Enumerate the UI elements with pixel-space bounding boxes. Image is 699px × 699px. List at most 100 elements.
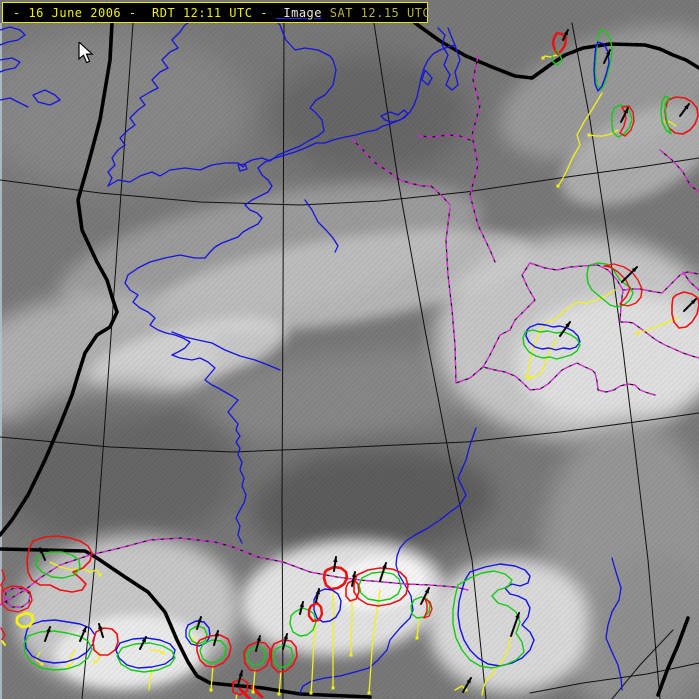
cell-s-trio-1-contour-green[interactable] [246, 645, 267, 667]
cell-north-a-contour-green[interactable] [551, 49, 563, 66]
image-left-edge-artifact [0, 23, 2, 699]
coast-brittany [124, 254, 206, 356]
cell-alps-east-contour-red[interactable] [671, 291, 699, 329]
cell-sw-round-motion-arrow-head [197, 617, 202, 623]
graticule-meridian-1 [81, 22, 134, 699]
red-hatch-1 [238, 687, 252, 699]
coast-wales-bit [32, 89, 61, 106]
cell-alps-blue-trail-dot [528, 376, 532, 380]
cell-bottom-right-small-trail-dot [415, 636, 419, 640]
cell-alps-east-trail-dot [635, 331, 639, 335]
cell-bottom-small-mid-trail-dot [349, 653, 353, 657]
header-sat-time: SAT 12.15 UTC [322, 5, 431, 20]
river-loire [171, 331, 281, 371]
cell-sw-red-trail-dot [93, 660, 97, 664]
cell-sw-chain-trail-dot [66, 664, 70, 668]
border-fr-be [351, 138, 451, 206]
cell-nw-spain-red-contour-green[interactable] [35, 551, 81, 579]
cell-s-trio-2-motion-arrow-head [283, 634, 288, 640]
cell-bottom-small-mid-trajectory [350, 599, 353, 656]
cell-bottom-big-contour-green[interactable] [358, 571, 402, 602]
cell-north-a-trail-dot [541, 56, 545, 60]
coast-england-south [107, 130, 325, 187]
coast-fr-north [204, 139, 334, 259]
cell-nw-spain-red-motion-arrow-head [39, 548, 45, 554]
cell-bottom-big-contour-red[interactable] [353, 567, 409, 607]
cell-alps-main-trajectory [526, 289, 616, 378]
cell-bottom-boldred-trajectory [332, 589, 335, 689]
cell-bottom-blue-mid-motion-arrow-head [315, 589, 321, 595]
cell-bottom-blue-mid-motion-arrow-head [299, 602, 304, 608]
cell-nw-spain-red2-contour-red[interactable] [1, 585, 33, 613]
cell-sw-redgreen-contour-red[interactable] [196, 634, 232, 668]
cell-north-a-trajectory [542, 54, 558, 59]
cell-s-trio-2-contour-red[interactable] [270, 639, 298, 673]
border-andorra-blob [4, 587, 31, 608]
cell-se-large-motion-arrow-head [466, 678, 471, 684]
cell-alps-main-contour-red[interactable] [603, 263, 643, 307]
cell-yellow-blob-contour-yellow[interactable] [15, 611, 35, 629]
header-date: - 16 June 2006 - [13, 5, 145, 20]
cell-bottom-small-mid-contour-red[interactable] [345, 579, 360, 602]
border-ch-east [619, 289, 699, 359]
border-at [682, 271, 699, 291]
cell-bottom-blue-mid-contour-blue[interactable] [313, 588, 342, 623]
coast-gb-west [107, 22, 189, 187]
cell-sw-chain-motion-arrow-head [81, 627, 87, 633]
coast-irishsea-bit [0, 97, 29, 108]
cell-bottom-boldred-contour-red[interactable] [322, 565, 349, 591]
cell-alps-blue-contour-blue[interactable] [525, 323, 581, 351]
river-seine [304, 199, 339, 253]
cell-north-d-motion-arrow-head [684, 104, 689, 110]
cell-sw-redgreen-contour-green[interactable] [199, 639, 227, 664]
river-rhone-ebro [299, 427, 477, 694]
cell-bottom-boldred-trail-dot [331, 686, 335, 690]
cell-alps-east-trajectory [636, 317, 679, 334]
river-southeast [605, 557, 623, 691]
cell-sw-chain-trajectory [35, 651, 43, 665]
cell-s-trio-1-contour-red[interactable] [243, 641, 271, 672]
cell-sw-bigbluegreen-trajectory [149, 649, 164, 654]
cell-sw-bigbluegreen-contour-blue[interactable] [115, 637, 176, 669]
cell-sw-bigbluegreen-contour-green[interactable] [116, 642, 176, 673]
border-fr-de-rhine [445, 207, 484, 384]
coast-denmark [437, 27, 461, 91]
cell-s-edge-contour-red[interactable] [232, 678, 249, 696]
header-image-label[interactable]: Image [275, 5, 323, 20]
border-be-nl [417, 134, 471, 141]
cell-bottom-blue-mid-contour-red[interactable] [307, 601, 324, 623]
cell-bottom-big-trail-dot [367, 691, 371, 695]
coast-ireland-1 [0, 26, 26, 46]
cell-north-c-contour-red[interactable] [619, 105, 635, 137]
cell-north-d-contour-green[interactable] [660, 95, 672, 135]
jet-southwest [0, 547, 372, 699]
cell-north-a-motion-arrow-head [563, 30, 568, 36]
coast-nl-be [332, 44, 456, 141]
cell-sw-round-contour-green[interactable] [188, 625, 208, 645]
cell-alps-blue-contour-green[interactable] [522, 329, 581, 360]
cell-north-b-contour-green[interactable] [594, 29, 613, 91]
cell-alps-main-trail-dot [525, 375, 529, 379]
cell-sw-chain-contour-blue[interactable] [24, 619, 96, 664]
cell-north-b-trail-dot [556, 184, 560, 188]
cell-s-trio-2-contour-green[interactable] [272, 644, 294, 669]
cell-se-large-trajectory [481, 635, 512, 696]
cell-se-large-contour-blue[interactable] [457, 563, 535, 667]
cell-s-trio-2-trail-dot [277, 692, 281, 696]
coast-ijsselmeer [421, 69, 433, 86]
cell-north-b-contour-blue[interactable] [593, 41, 610, 92]
cell-se-large-contour-green[interactable] [452, 570, 525, 669]
cell-bottom-right-small-contour-red[interactable] [423, 598, 433, 619]
cell-sw-chain-contour-green[interactable] [23, 630, 93, 671]
cell-nw-spain-red-contour-red[interactable] [26, 535, 93, 593]
cell-sw-red-contour-red[interactable] [92, 627, 119, 656]
cell-bottom-blue-mid-contour-green[interactable] [289, 607, 317, 637]
cloud-blob [428, 558, 593, 693]
border-ch-west-south [482, 262, 656, 396]
cell-alps-blue-motion-arrow-head [565, 322, 570, 328]
jet-southeast [656, 616, 690, 697]
cell-sw-chain-trail-dot [40, 662, 44, 666]
cell-north-b-motion-arrow-head [605, 50, 610, 56]
